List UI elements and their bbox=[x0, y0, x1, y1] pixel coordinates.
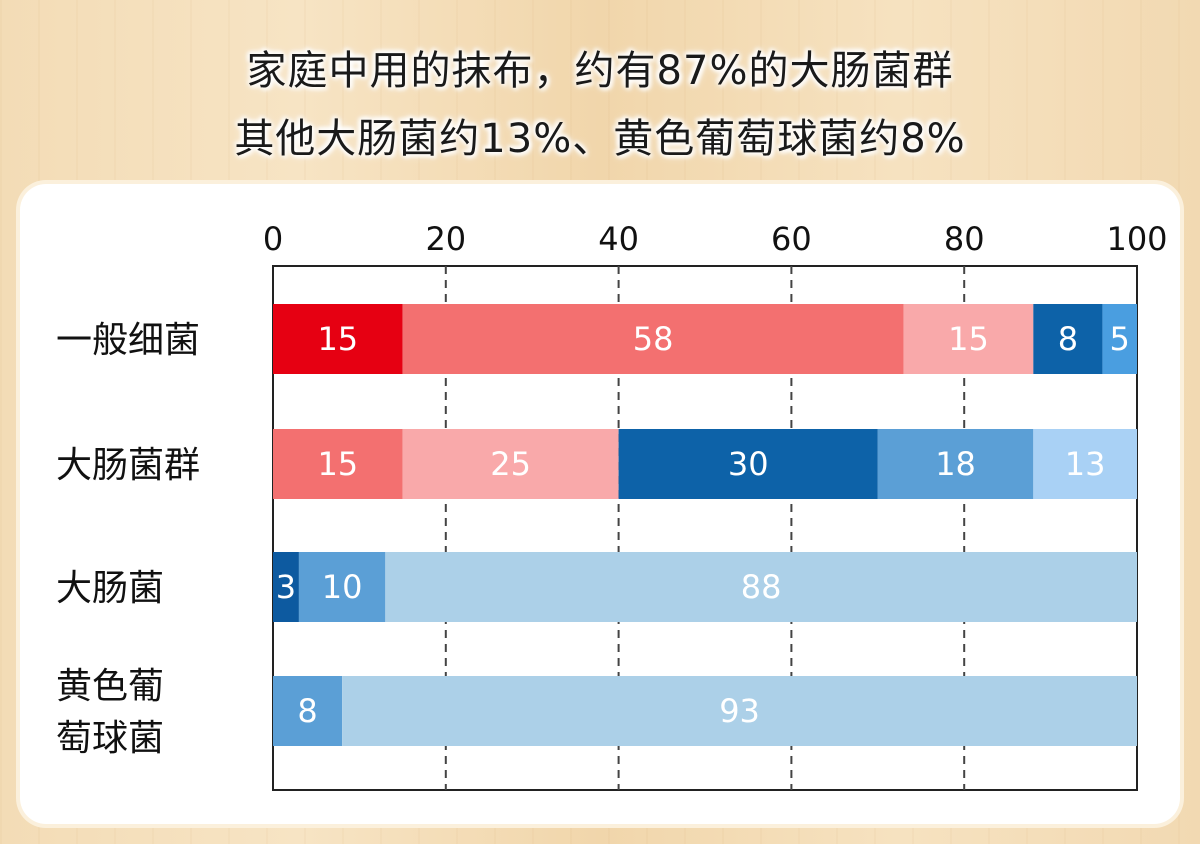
x-tick-label: 60 bbox=[771, 220, 812, 258]
chart-title-line-1: 家庭中用的抹布，约有87%的大肠菌群 bbox=[246, 48, 954, 94]
data-label: 8 bbox=[297, 692, 317, 730]
bar-segment bbox=[273, 429, 403, 499]
data-label: 93 bbox=[719, 692, 760, 730]
data-label: 15 bbox=[317, 320, 358, 358]
x-tick-label: 80 bbox=[944, 220, 985, 258]
data-label: 10 bbox=[322, 568, 363, 606]
plot-frame bbox=[272, 265, 1138, 791]
category-label: 大肠菌群 bbox=[56, 445, 200, 486]
data-label: 15 bbox=[948, 320, 989, 358]
data-label: 30 bbox=[728, 445, 769, 483]
bar-segment bbox=[1033, 429, 1137, 499]
bar-segment bbox=[273, 676, 343, 746]
bar-segment bbox=[1033, 304, 1103, 374]
category-label: 萄球菌 bbox=[56, 718, 164, 759]
category-label: 大肠菌 bbox=[56, 568, 164, 609]
data-label: 13 bbox=[1065, 445, 1106, 483]
bar-segment bbox=[618, 429, 878, 499]
bar-segment bbox=[385, 552, 1137, 622]
bar-segment bbox=[402, 304, 904, 374]
x-tick-label: 0 bbox=[263, 220, 283, 258]
bar-segment bbox=[298, 552, 386, 622]
category-label: 黄色葡 bbox=[56, 666, 164, 707]
bar-segment bbox=[1102, 304, 1137, 374]
data-label: 3 bbox=[276, 568, 296, 606]
bar-segment bbox=[273, 552, 299, 622]
bar-segment bbox=[402, 429, 619, 499]
data-label: 25 bbox=[490, 445, 531, 483]
category-label: 一般细菌 bbox=[56, 320, 200, 361]
data-label: 58 bbox=[633, 320, 674, 358]
data-label: 88 bbox=[741, 568, 782, 606]
data-label: 18 bbox=[935, 445, 976, 483]
data-label: 5 bbox=[1110, 320, 1130, 358]
chart-title-line-2: 其他大肠菌约13%、黄色葡萄球菌约8% bbox=[234, 116, 966, 162]
x-tick-label: 100 bbox=[1106, 220, 1167, 258]
bar-segment bbox=[342, 676, 1137, 746]
data-label: 8 bbox=[1058, 320, 1078, 358]
bar-segment bbox=[903, 304, 1034, 374]
bar-segment bbox=[273, 304, 403, 374]
x-tick-label: 40 bbox=[598, 220, 639, 258]
bar-segment bbox=[877, 429, 1034, 499]
data-label: 15 bbox=[317, 445, 358, 483]
x-tick-label: 20 bbox=[425, 220, 466, 258]
